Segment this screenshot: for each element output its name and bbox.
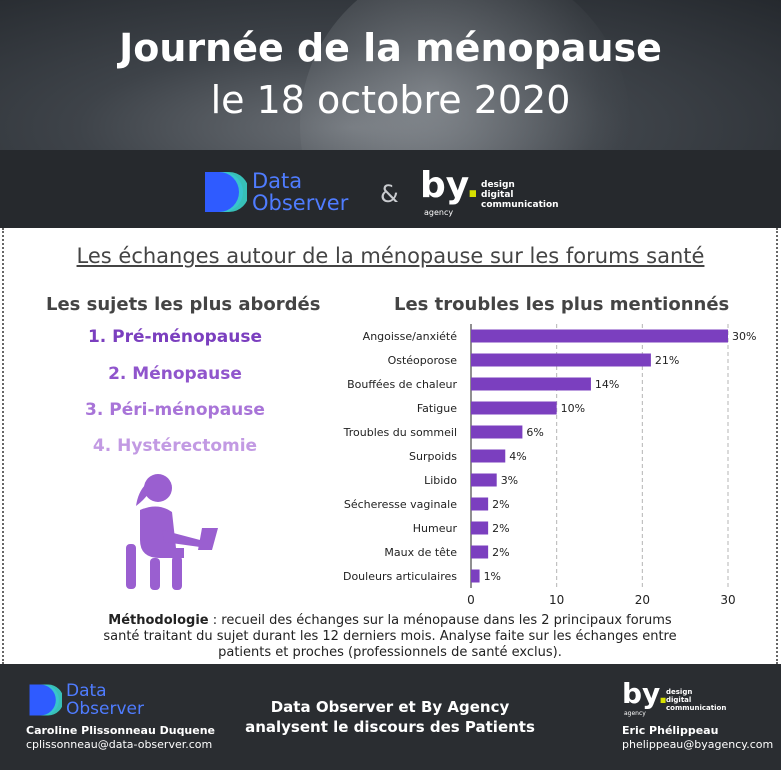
category-label: Sécheresse vaginale — [344, 498, 457, 511]
data-label: 6% — [526, 426, 543, 439]
topics-title: Les sujets les plus abordés — [46, 294, 321, 315]
x-tick-label: 30 — [720, 593, 735, 607]
woman-laptop-icon — [126, 474, 218, 590]
category-label: Ostéoporose — [388, 354, 458, 367]
data-label: 10% — [561, 402, 585, 415]
footer-data-observer-logo-text: Data Observer — [66, 681, 144, 719]
topic-item: 3. Péri-ménopause — [85, 400, 265, 420]
data-label: 21% — [655, 354, 679, 367]
contact-email-left[interactable]: cplissonneau@data-observer.com — [26, 738, 213, 751]
by-agency-logo: by. — [420, 165, 480, 206]
bar — [471, 473, 497, 487]
category-label: Maux de tête — [384, 546, 457, 559]
data-label: 1% — [484, 570, 501, 583]
category-label: Humeur — [413, 522, 458, 535]
bar — [471, 521, 489, 535]
footer-data-observer-logo-icon — [29, 684, 62, 716]
category-label: Angoisse/anxiété — [363, 330, 458, 343]
data-label: 3% — [501, 474, 518, 487]
bar — [471, 377, 591, 391]
data-label: 30% — [732, 330, 756, 343]
category-label: Troubles du sommeil — [343, 426, 457, 439]
by-agency-label: agency — [424, 208, 454, 217]
data-observer-logo-icon — [205, 172, 247, 212]
data-label: 4% — [509, 450, 526, 463]
category-label: Libido — [424, 474, 457, 487]
bar — [471, 329, 728, 343]
data-label: 14% — [595, 378, 619, 391]
data-observer-logo-text: Data Observer — [252, 169, 349, 215]
x-tick-label: 20 — [635, 593, 650, 607]
data-label: 2% — [492, 546, 509, 559]
contact-email-right[interactable]: phelippeau@byagency.com — [622, 738, 774, 751]
bar — [471, 425, 523, 439]
page-title: Journée de la ménopause — [119, 26, 662, 70]
dotted-border-right — [776, 228, 778, 664]
data-label: 2% — [492, 522, 509, 535]
chart-title: Les troubles les plus mentionnés — [394, 294, 730, 315]
x-tick-label: 10 — [549, 593, 564, 607]
bar — [471, 353, 651, 367]
topic-item: 2. Ménopause — [108, 364, 242, 384]
dotted-border-left — [2, 228, 4, 664]
section-subtitle: Les échanges autour de la ménopause sur … — [76, 244, 705, 268]
footer-by-agency-logo: by. — [622, 677, 669, 710]
contact-name-left: Caroline Plissonneau Duquene — [26, 724, 216, 737]
bar — [471, 545, 489, 559]
logo-band — [0, 150, 781, 228]
category-label: Surpoids — [409, 450, 457, 463]
globe-image — [300, 0, 630, 150]
hero-banner: Journée de la ménopause le 18 octobre 20… — [0, 0, 781, 150]
bar — [471, 401, 557, 415]
data-label: 2% — [492, 498, 509, 511]
footer-by-agency-label: agency — [624, 710, 646, 717]
category-label: Fatigue — [417, 402, 457, 415]
footer-by-agency-tagline: design digital communication — [666, 688, 727, 712]
x-tick-label: 0 — [467, 593, 475, 607]
topic-item: 1. Pré-ménopause — [87, 327, 263, 347]
by-agency-tagline: design digital communication — [481, 180, 559, 210]
footer — [0, 664, 781, 770]
bar — [471, 497, 489, 511]
methodology-note: Méthodologie : recueil des échanges sur … — [103, 613, 677, 660]
ampersand: & — [380, 180, 399, 208]
troubles-bar-chart: 0 10 20 30 Angoisse/anxiété 30% Ostéoporose 21%… — [343, 324, 756, 607]
category-label: Bouffées de chaleur — [347, 378, 457, 391]
bar — [471, 449, 506, 463]
page-date: le 18 octobre 2020 — [210, 78, 571, 122]
category-label: Douleurs articulaires — [343, 570, 457, 583]
topic-item: 4. Hystérectomie — [92, 436, 258, 456]
contact-name-right: Eric Phélippeau — [622, 724, 719, 737]
footer-tagline: Data Observer et By Agency analysent le … — [245, 698, 535, 736]
bar — [471, 569, 480, 583]
